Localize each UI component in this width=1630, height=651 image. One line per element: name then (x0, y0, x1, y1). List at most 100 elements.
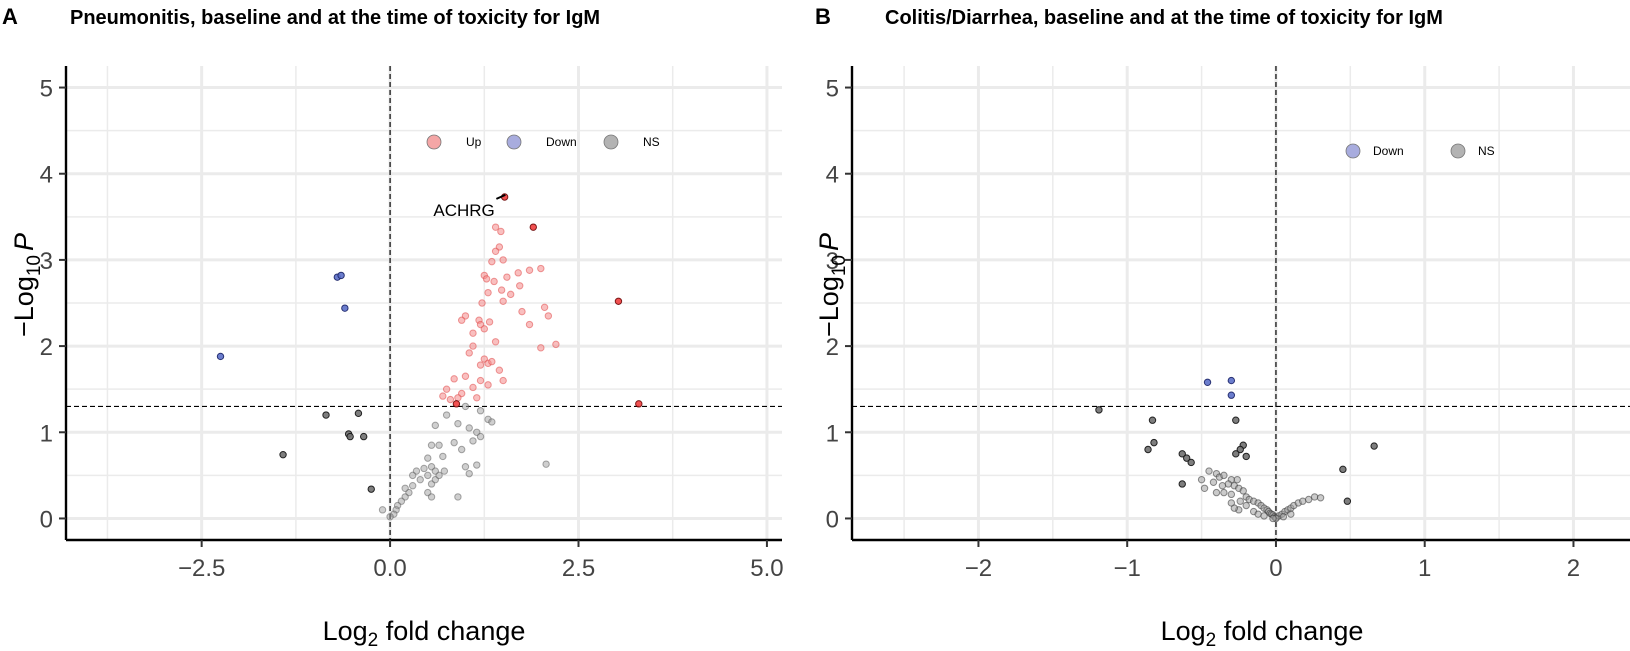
data-point (454, 493, 462, 501)
x-tick-label: 2.5 (562, 555, 595, 582)
data-point (442, 385, 451, 393)
data-point (408, 482, 417, 490)
data-point (542, 460, 550, 468)
data-point (427, 493, 436, 501)
legend-swatch-up (426, 134, 442, 150)
y-tick-label: 2 (40, 334, 53, 361)
data-point (435, 441, 443, 449)
data-point (488, 357, 496, 366)
data-point (506, 290, 515, 299)
data-point (482, 275, 491, 283)
data-point (495, 366, 504, 374)
panel-b-title: Colitis/Diarrhea, baseline and at the ti… (885, 7, 1443, 29)
data-point (491, 223, 500, 231)
panel-a-x-axis-label: Log2 fold change (323, 616, 526, 651)
data-point (450, 438, 458, 447)
data-point (424, 454, 432, 462)
data-point (540, 303, 549, 312)
data-point (1242, 501, 1250, 510)
data-point (1370, 442, 1378, 450)
data-point (1220, 471, 1228, 480)
y-tick-label: 3 (40, 248, 53, 275)
data-point (465, 349, 473, 357)
panel-a-chart: A Pneumonitis, baseline and at the time … (2, 4, 784, 651)
panel-b-axes (850, 66, 1630, 542)
data-point (427, 441, 436, 449)
data-point (216, 352, 225, 361)
data-point (1150, 438, 1158, 447)
data-point (1339, 465, 1347, 474)
data-point (484, 381, 492, 389)
panel-a-annotations: ACHRG (433, 193, 506, 220)
data-point (346, 432, 354, 441)
data-point (514, 269, 522, 277)
panel-a-grid (66, 66, 782, 540)
data-point (469, 383, 477, 392)
panel-b-y-axis-label: −Log10P (814, 233, 850, 337)
data-point (465, 469, 473, 478)
data-point (1239, 487, 1247, 495)
data-point (401, 484, 409, 492)
panel-a-threshold-lines (66, 66, 782, 540)
data-point (476, 376, 485, 385)
data-point (1183, 454, 1191, 462)
data-point (386, 513, 394, 521)
y-tick-label: 5 (40, 76, 53, 103)
data-point (322, 411, 330, 419)
legend-swatch-down (1345, 143, 1361, 159)
data-point (1242, 452, 1250, 461)
data-point (461, 372, 470, 380)
data-point (499, 256, 507, 264)
panel-b-points (1095, 376, 1378, 523)
data-point (1316, 494, 1325, 502)
data-point (440, 467, 449, 475)
data-point (420, 464, 428, 473)
panel-b-tick-labels: −2 −1 0 1 2 0 1 2 3 4 5 (826, 76, 1581, 582)
data-point (454, 394, 462, 402)
panel-a-tick-labels: −2.5 0.0 2.5 5.0 0 1 2 3 4 5 (40, 76, 784, 582)
panel-a-y-axis-label: −Log10P (9, 233, 45, 337)
y-tick-label: 4 (826, 162, 839, 189)
legend-swatch-down (506, 134, 522, 150)
data-point (337, 271, 345, 280)
data-point (499, 297, 507, 305)
data-point (1203, 378, 1212, 386)
data-point (442, 411, 451, 419)
data-point (480, 325, 488, 333)
data-point (491, 338, 500, 346)
data-point (1218, 482, 1227, 490)
y-tick-label: 0 (826, 506, 839, 533)
legend-label-up: Up (466, 135, 482, 149)
panel-a-axes (64, 66, 782, 542)
y-tick-label: 1 (40, 420, 53, 447)
panel-b-chart: B Colitis/Diarrhea, baseline and at the … (814, 4, 1630, 651)
data-point (476, 361, 485, 369)
data-point (279, 450, 287, 459)
data-point (516, 282, 524, 290)
y-tick-label: 4 (40, 162, 53, 189)
data-point (450, 375, 458, 383)
data-point (635, 400, 643, 408)
data-point (1144, 445, 1152, 454)
data-point (484, 288, 492, 297)
x-tick-label: −2.5 (178, 555, 225, 582)
data-point (431, 421, 440, 430)
x-tick-label: 5.0 (750, 555, 783, 582)
data-point (1178, 480, 1186, 488)
data-point (469, 342, 477, 350)
data-point (1224, 480, 1233, 488)
data-point (1197, 475, 1206, 484)
legend-label-ns: NS (1478, 144, 1495, 158)
data-point (1287, 510, 1295, 518)
data-point (537, 264, 545, 273)
data-point (1343, 497, 1352, 505)
legend-swatch-ns (1450, 143, 1466, 159)
data-point (457, 445, 466, 454)
data-point (488, 418, 496, 426)
panel-b-x-axis-label: Log2 fold change (1161, 616, 1364, 651)
panel-b-grid (852, 66, 1630, 540)
data-point (1236, 445, 1244, 454)
data-point (544, 312, 553, 320)
data-point (552, 340, 560, 349)
